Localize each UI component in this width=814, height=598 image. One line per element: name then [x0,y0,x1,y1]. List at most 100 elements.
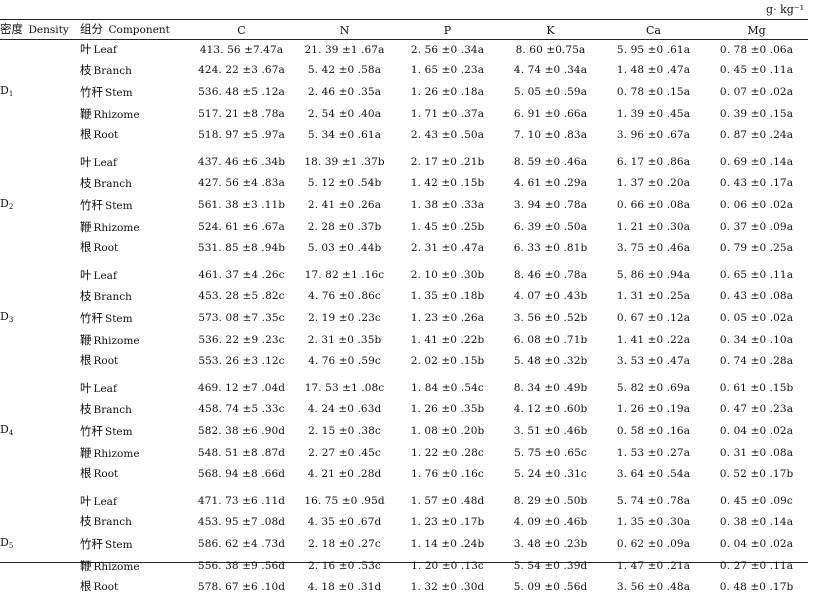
density-label: D [0,536,9,550]
component-en: Leaf [93,382,117,395]
value-cell-n: 17. 82 ±1 .16c [304,269,385,282]
density-cell [0,351,80,372]
value-cell-k: 5. 05 ±0 .59a [513,86,588,99]
component-cn: 鞭 [80,558,92,573]
component-cell: 叶 Leaf [80,492,190,513]
density-cell: D3 [0,307,80,331]
value-cell-k: 6. 08 ±0 .71b [513,334,588,347]
value-cell-ca: 0. 62 ±0 .09a [616,538,691,551]
component-cell: 鞭 Rhizome [80,218,190,239]
value-cell-p: 1. 41 ±0 .22b [410,334,485,347]
value-cell-n: 2. 27 ±0 .45c [308,447,381,460]
value-cell-k: 4. 09 ±0 .46b [513,515,588,528]
value-cell-ca: 3. 75 ±0 .46a [616,241,691,254]
value-cell-ca: 1. 26 ±0 .19a [616,403,691,415]
density-label-sub: 4 [8,429,14,438]
value-cell-p: 1. 14 ±0 .24b [410,538,485,551]
table-row: 鞭 Rhizome 517. 21 ±8 .78a 2. 54 ±0 .40a 1. 7… [0,105,808,126]
component-cell: 叶 Leaf [80,379,190,400]
component-en: Root [93,355,119,368]
value-cell-k: 3. 48 ±0 .23b [513,538,588,551]
value-cell-n: 2. 18 ±0 .27c [308,538,381,551]
value-cell-n: 17. 53 ±1 .08c [304,382,385,395]
component-cn: 竹秆 [80,536,103,551]
value-cell-n: 4. 35 ±0 .67d [307,515,382,528]
value-cell-ca: 5. 74 ±0 .78a [616,495,691,508]
value-cell-ca: 0. 78 ±0 .15a [616,86,691,99]
component-cn: 叶 [80,380,92,395]
value-cell-p: 1. 22 ±0 .28c [411,447,484,460]
value-cell-k: 5. 54 ±0 .39d [513,560,588,573]
component-cell: 叶 Leaf [80,40,190,61]
density-cell: D5 [0,533,80,557]
value-cell-p: 1. 71 ±0 .37a [410,108,485,121]
table-row: 叶 Leaf 413. 56 ±7.47a 21. 39 ±1 .67a 2. 56 ±… [0,40,808,61]
value-cell-c: 586. 62 ±4 .73d [197,538,286,551]
density-cell [0,40,80,61]
value-cell-ca: 3. 53 ±0 .47a [616,354,691,367]
value-cell-ca: 0. 67 ±0 .12a [616,312,691,325]
value-cell-c: 453. 28 ±5 .82c [198,290,285,303]
value-cell-p: 1. 23 ±0 .26a [410,312,485,325]
value-cell-ca: 1. 21 ±0 .30a [616,221,691,234]
density-cell [0,577,80,598]
table-row: 根 Root 553. 26 ±3 .12c 4. 76 ±0 .59c 2. 02 ±… [0,351,808,372]
component-cell: 根 Root [80,238,190,259]
column-header-mg: Mg [747,23,766,37]
density-cell [0,464,80,485]
component-cn: 枝 [80,175,92,190]
value-cell-ca: 3. 64 ±0 .54a [616,467,691,480]
component-en: Branch [93,516,132,529]
density-header: 密度 Density [0,20,80,40]
table-row: 枝 Branch 453. 95 ±7 .08d 4. 35 ±0 .67d 1. 23… [0,512,808,533]
value-cell-mg: 0. 74 ±0 .28a [719,354,794,367]
density-label: D [0,197,9,211]
spacer-cell [0,485,808,492]
table-row: 鞭 Rhizome 536. 22 ±9 .23c 2. 31 ±0 .35b 1. 4… [0,331,808,352]
value-cell-ca: 5. 86 ±0 .94a [616,269,691,282]
value-cell-c: 424. 22 ±3 .67a [198,64,285,77]
component-cell: 叶 Leaf [80,153,190,174]
density-cell [0,218,80,239]
value-cell-p: 1. 45 ±0 .25b [410,221,485,234]
component-cn: 竹秆 [80,197,103,212]
density-cell [0,287,80,308]
value-cell-c: 458. 74 ±5 .33c [198,403,285,415]
component-cn: 根 [80,127,92,142]
column-header-ca: Ca [646,23,661,37]
value-cell-k: 8. 34 ±0 .49b [513,382,588,395]
value-cell-p: 1. 08 ±0 .20b [410,425,485,438]
component-cell: 竹秆 Stem [80,81,190,105]
value-cell-mg: 0. 34 ±0 .10a [719,334,794,347]
value-cell-c: 548. 51 ±8 .87d [197,447,286,460]
value-cell-ca: 1. 37 ±0 .20a [616,177,691,190]
value-cell-n: 5. 34 ±0 .61a [307,128,382,141]
table-row: D1 竹秆 Stem 536. 48 ±5 .12a 2. 46 ±0 .35a 1. 2… [0,81,808,105]
density-label: D [0,84,9,98]
density-label-sub: 1 [8,90,14,99]
value-cell-n: 2. 16 ±0 .53c [308,560,381,573]
value-cell-k: 7. 10 ±0 .83a [513,128,588,141]
table-row: 叶 Leaf 469. 12 ±7 .04d 17. 53 ±1 .08c 1. 84 … [0,379,808,400]
value-cell-mg: 0. 87 ±0 .24a [719,128,794,141]
density-cell [0,105,80,126]
component-cell: 鞭 Rhizome [80,444,190,465]
value-cell-c: 437. 46 ±6 .34b [197,156,286,169]
density-cell [0,557,80,578]
value-cell-c: 582. 38 ±6 .90d [197,425,286,438]
value-cell-ca: 6. 17 ±0 .86a [616,156,691,169]
value-cell-c: 531. 85 ±8 .94b [197,241,286,254]
value-cell-c: 556. 38 ±9 .56d [197,560,286,573]
value-cell-n: 5. 42 ±0 .58a [307,64,382,77]
component-cn: 竹秆 [80,423,103,438]
density-cell [0,61,80,82]
component-cell: 枝 Branch [80,174,190,195]
density-cell [0,379,80,400]
value-cell-mg: 0. 52 ±0 .17b [719,467,794,480]
component-cell: 枝 Branch [80,512,190,533]
component-en: Leaf [93,495,117,508]
value-cell-k: 6. 33 ±0 .81b [513,241,588,254]
component-en: Leaf [93,156,117,169]
value-cell-ca: 1. 41 ±0 .22a [616,334,691,347]
column-header-c: C [237,23,246,37]
